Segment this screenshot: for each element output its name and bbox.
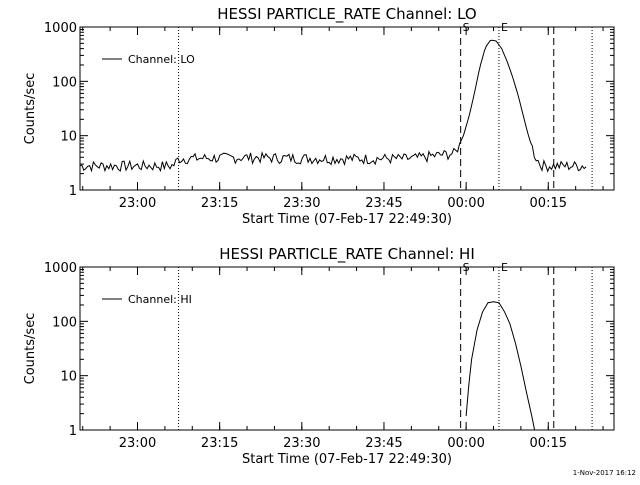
y-tick-label: 1000 [44,21,77,36]
time-marker-label: E [501,261,508,274]
y-tick-label: 100 [52,75,77,90]
series-line [79,39,587,173]
x-tick-label: 23:15 [201,436,238,451]
chart-panel-hi: HESSI PARTICLE_RATE Channel: HI Start Tim… [23,245,615,467]
plot-frame [79,26,615,191]
x-tick-label: 00:15 [530,196,567,211]
x-tick-label: 00:00 [447,436,484,451]
y-tick-label: 1 [69,184,77,199]
legend-label: Channel: LO [128,53,195,66]
time-marker-label: S [463,21,470,34]
y-tick-label: 10 [60,130,77,145]
y-tick-label: 1000 [44,261,77,276]
chart-title: HESSI PARTICLE_RATE Channel: HI [219,245,475,264]
legend-label: Channel: HI [128,293,192,306]
chart-title: HESSI PARTICLE_RATE Channel: LO [217,5,476,24]
series-line [465,301,536,431]
x-tick-label: 23:15 [201,196,238,211]
x-tick-label: 23:45 [365,436,402,451]
x-tick-label: 23:30 [283,196,320,211]
x-tick-label: 00:00 [447,196,484,211]
y-axis-label: Counts/sec [23,73,38,145]
y-tick-label: 10 [60,370,77,385]
x-tick-label: 23:00 [119,436,156,451]
chart-panel-lo: HESSI PARTICLE_RATE Channel: LO Start Tim… [23,5,615,227]
x-tick-label: 23:30 [283,436,320,451]
x-axis-label: Start Time (07-Feb-17 22:49:30) [242,452,452,467]
time-marker-label: E [501,21,508,34]
x-axis-label: Start Time (07-Feb-17 22:49:30) [242,212,452,227]
y-tick-label: 1 [69,424,77,439]
x-tick-label: 00:15 [530,436,567,451]
time-marker-label: S [463,261,470,274]
x-tick-label: 23:00 [119,196,156,211]
x-tick-label: 23:45 [365,196,402,211]
y-tick-label: 100 [52,315,77,330]
y-axis-label: Counts/sec [23,313,38,385]
footer-date: 1-Nov-2017 16:12 [572,469,636,477]
plot-frame [79,266,615,431]
